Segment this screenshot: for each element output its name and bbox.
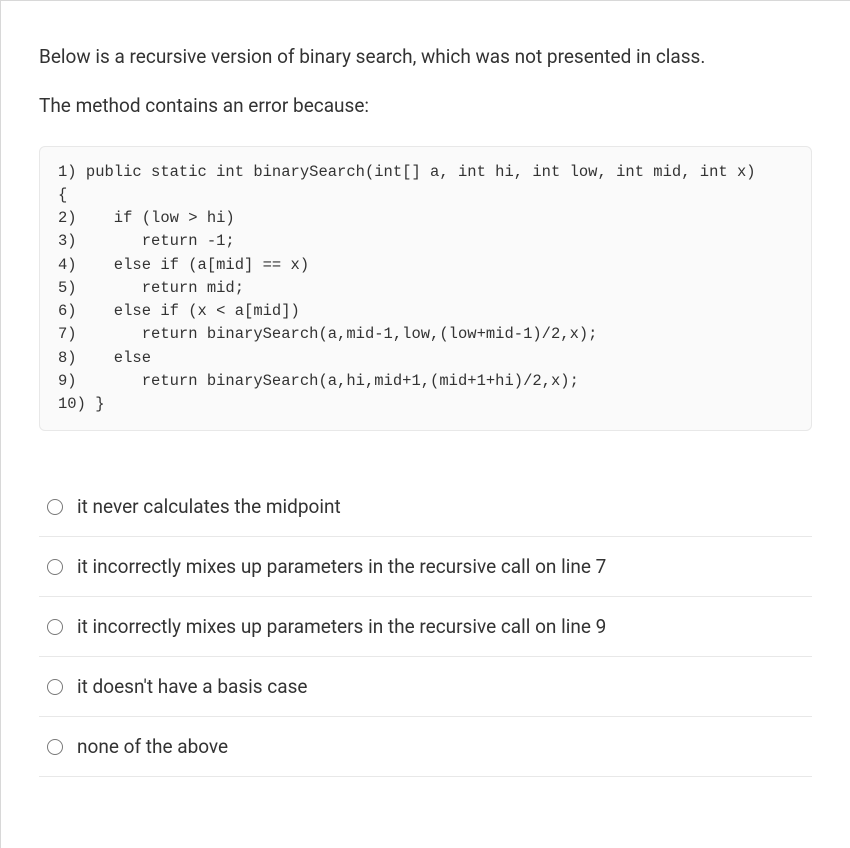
radio-icon[interactable] (47, 739, 63, 755)
question-intro-2: The method contains an error because: (39, 90, 812, 121)
option-3[interactable]: it incorrectly mixes up parameters in th… (39, 597, 812, 657)
radio-icon[interactable] (47, 619, 63, 635)
option-1[interactable]: it never calculates the midpoint (39, 487, 812, 537)
option-label: it incorrectly mixes up parameters in th… (77, 615, 606, 638)
question-text: Below is a recursive version of binary s… (39, 41, 812, 122)
option-label: it incorrectly mixes up parameters in th… (77, 555, 606, 578)
option-label: it never calculates the midpoint (77, 495, 341, 518)
code-block: 1) public static int binarySearch(int[] … (39, 146, 812, 432)
option-2[interactable]: it incorrectly mixes up parameters in th… (39, 537, 812, 597)
options-list: it never calculates the midpoint it inco… (39, 487, 812, 777)
question-container: Below is a recursive version of binary s… (0, 0, 850, 848)
radio-icon[interactable] (47, 559, 63, 575)
option-label: it doesn't have a basis case (77, 675, 307, 698)
option-label: none of the above (77, 735, 228, 758)
radio-icon[interactable] (47, 499, 63, 515)
option-4[interactable]: it doesn't have a basis case (39, 657, 812, 717)
radio-icon[interactable] (47, 679, 63, 695)
option-5[interactable]: none of the above (39, 717, 812, 777)
question-intro-1: Below is a recursive version of binary s… (39, 41, 812, 72)
